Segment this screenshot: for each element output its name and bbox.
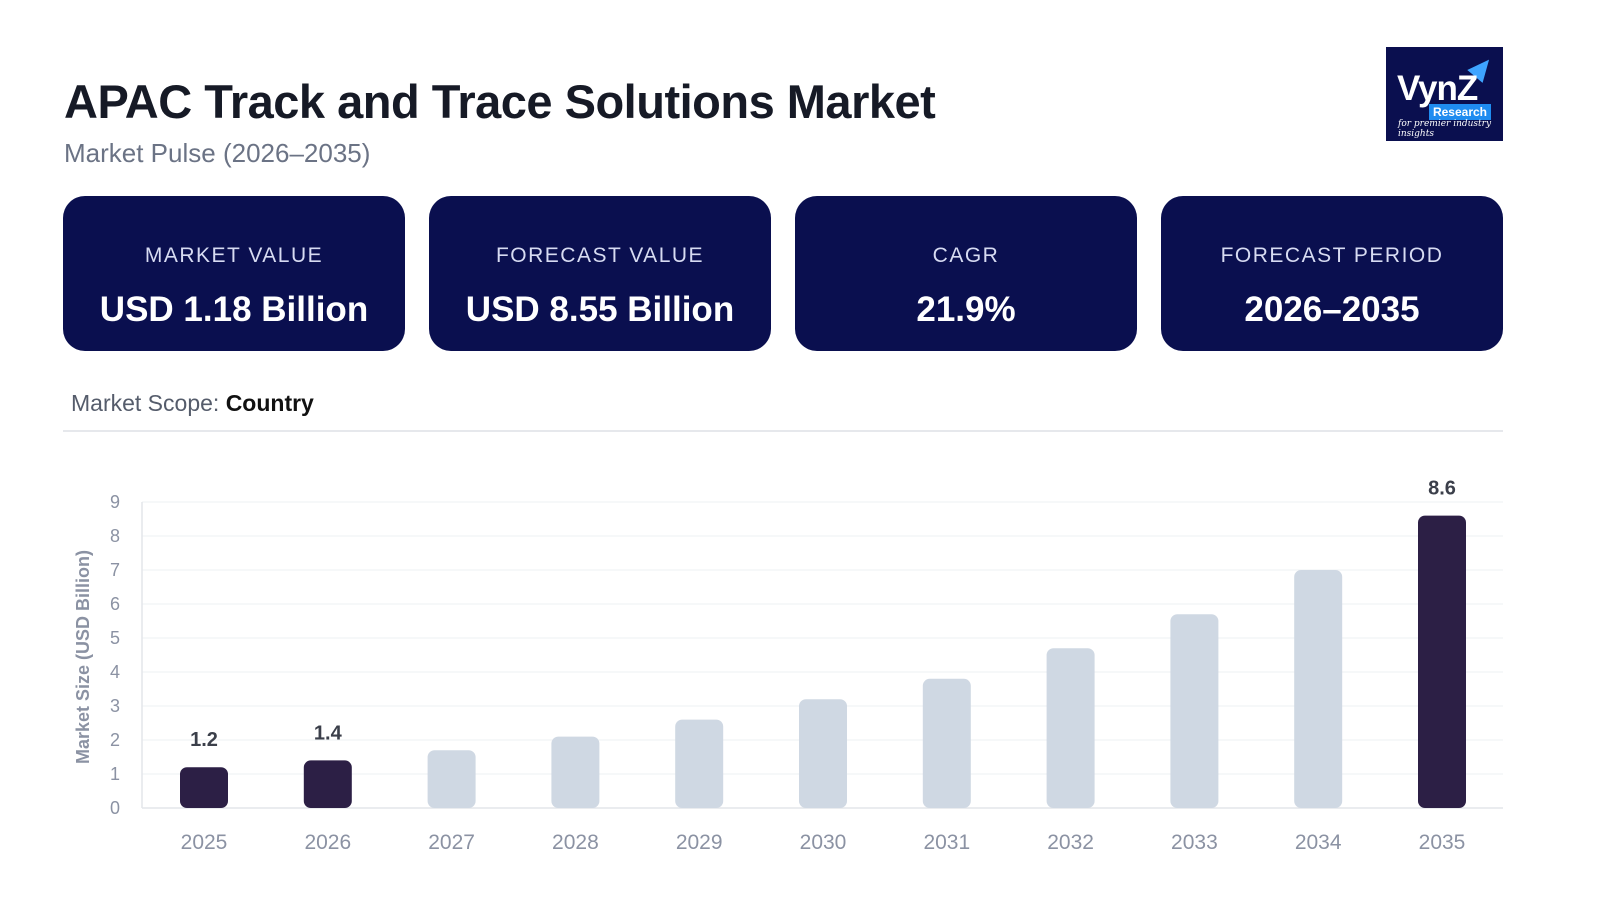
card-label: FORECAST PERIOD [1220, 244, 1444, 267]
bar-2028 [551, 736, 600, 808]
card-label: FORECAST VALUE [495, 244, 705, 267]
y-tick-label: 0 [110, 798, 120, 818]
bar-2033 [1170, 614, 1219, 808]
vynz-logo: VynZ Research for premier industry insig… [1386, 47, 1503, 141]
x-tick-label: 2035 [1419, 831, 1466, 854]
divider [63, 430, 1503, 432]
card-label: MARKET VALUE [144, 244, 324, 267]
card-cagr: CAGR 21.9% [795, 196, 1137, 351]
market-scope: Market Scope: Country [71, 390, 314, 417]
bar-2027 [427, 750, 476, 808]
x-tick-label: 2026 [304, 831, 351, 854]
card-value: USD 8.55 Billion [465, 290, 735, 329]
y-tick-label: 6 [110, 594, 120, 614]
x-tick-label: 2033 [1171, 831, 1218, 854]
card-forecast-value: FORECAST VALUE USD 8.55 Billion [429, 196, 771, 351]
bar-2032 [1046, 648, 1095, 808]
bar-2030 [799, 699, 847, 808]
card-value: 2026–2035 [1244, 290, 1420, 329]
scope-label: Market Scope: [71, 390, 220, 416]
scope-value: Country [225, 390, 314, 416]
data-label: 8.6 [1428, 478, 1456, 500]
bar-2034 [1294, 570, 1343, 808]
x-tick-label: 2030 [800, 831, 847, 854]
logo-sub: Research [1428, 104, 1491, 120]
x-tick-label: 2034 [1295, 831, 1342, 854]
x-tick-label: 2032 [1047, 831, 1094, 854]
page-title: APAC Track and Trace Solutions Market [64, 75, 936, 128]
card-value: 21.9% [916, 290, 1016, 329]
x-tick-label: 2025 [181, 831, 228, 854]
y-tick-label: 8 [110, 526, 120, 546]
y-tick-label: 7 [110, 560, 120, 580]
bar-2029 [675, 719, 724, 808]
x-tick-label: 2027 [428, 831, 475, 854]
y-axis-label: Market Size (USD Billion) [73, 550, 93, 764]
bar-2026 [303, 760, 352, 808]
x-tick-label: 2031 [923, 831, 970, 854]
bar-2025 [180, 767, 228, 808]
card-label: CAGR [932, 244, 1000, 267]
page-subtitle: Market Pulse (2026–2035) [64, 138, 371, 168]
logo-brand: VynZ [1397, 69, 1478, 108]
logo-tagline: for premier industry insights [1398, 119, 1492, 139]
card-market-value: MARKET VALUE USD 1.18 Billion [63, 196, 405, 351]
y-tick-label: 4 [110, 662, 120, 682]
card-forecast-period: FORECAST PERIOD 2026–2035 [1161, 196, 1503, 351]
y-tick-label: 1 [110, 764, 120, 784]
x-tick-label: 2028 [552, 831, 599, 854]
y-tick-label: 5 [110, 628, 120, 648]
card-value: USD 1.18 Billion [99, 290, 369, 329]
data-label: 1.4 [314, 722, 343, 744]
x-tick-label: 2029 [676, 831, 723, 854]
y-tick-label: 2 [110, 730, 120, 750]
bar-2031 [922, 678, 971, 808]
y-tick-label: 9 [110, 492, 120, 512]
y-tick-label: 3 [110, 696, 120, 716]
data-label: 1.2 [190, 729, 218, 751]
bar-2035 [1418, 515, 1466, 808]
